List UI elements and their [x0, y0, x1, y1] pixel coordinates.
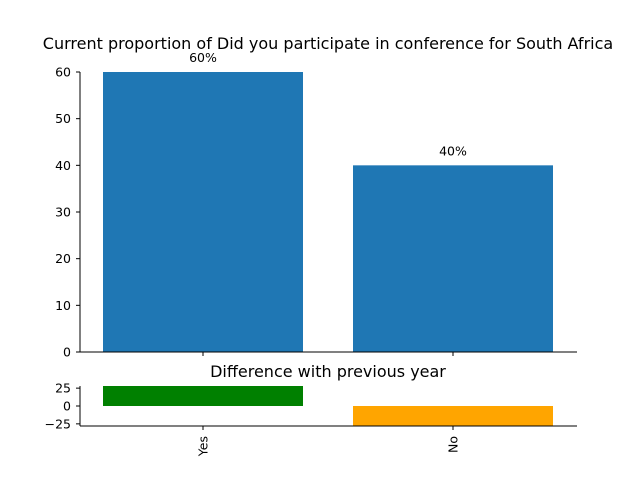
top-data-label-no: 40%	[439, 143, 467, 158]
x-tick-label-yes: Yes	[196, 436, 211, 457]
x-tick-label-no: No	[446, 436, 461, 453]
top-x-axis-ticks	[202, 352, 454, 356]
top-y-tick-label: 0	[63, 345, 71, 360]
bottom-y-axis-ticks: −25 0 25	[45, 381, 80, 431]
difference-chart: Difference with previous year −25 0 25 Yes…	[45, 362, 577, 457]
top-y-tick-label: 40	[55, 158, 71, 173]
bottom-y-tick-label: −25	[45, 416, 71, 431]
top-y-axis-ticks: 0 10 20 30 40 50 60	[55, 65, 80, 360]
top-data-labels: 60% 40%	[189, 50, 467, 158]
bottom-bars	[103, 386, 553, 426]
bottom-chart-title: Difference with previous year	[210, 362, 446, 381]
top-bar-yes	[103, 72, 303, 352]
top-bar-no	[353, 165, 553, 352]
bottom-x-axis-ticks: Yes No	[196, 426, 461, 457]
top-chart-title: Current proportion of Did you participat…	[43, 34, 613, 53]
current-proportion-chart: Current proportion of Did you participat…	[43, 34, 613, 360]
top-y-tick-label: 30	[55, 205, 71, 220]
top-bars	[103, 72, 553, 352]
bottom-y-tick-label: 0	[63, 399, 71, 414]
difference-bar-yes	[103, 386, 303, 406]
top-y-tick-label: 20	[55, 251, 71, 266]
top-y-tick-label: 50	[55, 111, 71, 126]
bottom-y-tick-label: 25	[55, 381, 71, 396]
top-y-tick-label: 10	[55, 298, 71, 313]
difference-bar-no	[353, 406, 553, 426]
top-y-tick-label: 60	[55, 65, 71, 80]
top-data-label-yes: 60%	[189, 50, 217, 65]
